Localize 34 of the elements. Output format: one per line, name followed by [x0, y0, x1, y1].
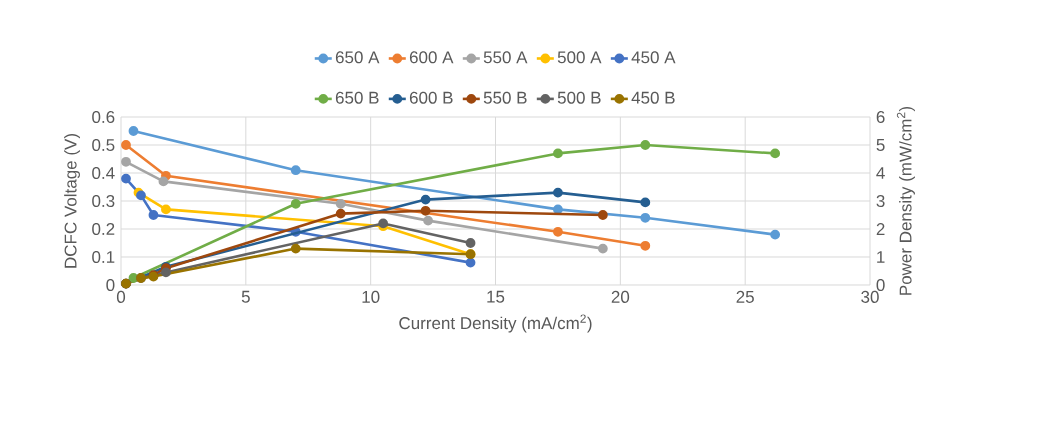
- legend-label: 500 B: [557, 91, 601, 104]
- y-tick-label: 0: [106, 278, 115, 292]
- x-tick-label: 5: [241, 290, 250, 303]
- y2-tick-label: 3: [876, 194, 885, 208]
- legend-label: 450 A: [631, 51, 676, 64]
- legend-label: 650 B: [335, 91, 379, 104]
- x-tick-label: 15: [487, 290, 505, 303]
- y-tick-label: 0.3: [92, 194, 115, 208]
- y2-tick-label: 5: [876, 139, 885, 151]
- x-tick-label: 20: [611, 290, 630, 303]
- x-tick-label: 30: [861, 290, 879, 303]
- y-tick-label: 0.6: [92, 110, 115, 124]
- legend-label: 500 A: [557, 51, 602, 64]
- y2-axis-title: Power Density (mW/cm$^{2}$): [896, 106, 915, 295]
- y-tick-label: 0.2: [92, 222, 115, 236]
- legend-label: 550 A: [483, 51, 528, 64]
- x-tick-label: 0: [116, 290, 126, 303]
- x-tick-label: 10: [362, 290, 380, 303]
- x-axis-title: Current Density (mA/cm$^{2}$): [399, 314, 592, 333]
- legend-label: 600 A: [409, 51, 454, 64]
- x-tick-label: 25: [736, 290, 754, 303]
- y-tick-label: 0.5: [92, 138, 115, 152]
- legend-label: 550 B: [483, 91, 527, 104]
- y-axis-title: DCFC Voltage (V): [64, 134, 80, 268]
- y2-tick-label: 6: [876, 110, 885, 124]
- legend-label: 600 B: [409, 91, 453, 104]
- legend-label: 450 B: [631, 91, 675, 104]
- y2-tick-label: 2: [876, 223, 885, 235]
- legend-label: 650 A: [335, 51, 380, 64]
- y-tick-label: 0.4: [92, 166, 115, 180]
- y2-tick-label: 4: [876, 167, 885, 179]
- y2-tick-label: 0: [876, 278, 885, 292]
- y2-tick-label: 1: [877, 251, 885, 263]
- y-tick-label: 0.1: [92, 250, 115, 264]
